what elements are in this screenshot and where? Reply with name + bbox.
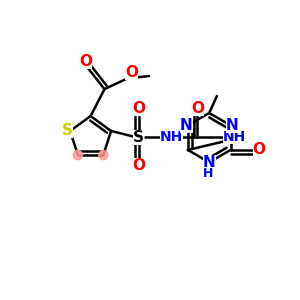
Text: NH: NH <box>223 130 246 144</box>
Text: O: O <box>132 101 145 116</box>
Text: NH: NH <box>160 130 183 144</box>
Circle shape <box>73 151 83 160</box>
Text: O: O <box>253 142 266 158</box>
Text: O: O <box>191 101 204 116</box>
Text: O: O <box>132 158 145 173</box>
Text: S: S <box>61 124 73 139</box>
Text: N: N <box>226 118 238 133</box>
Text: H: H <box>202 167 213 180</box>
Circle shape <box>99 151 108 160</box>
Text: O: O <box>125 65 138 80</box>
Text: S: S <box>133 130 144 145</box>
Text: N: N <box>180 118 193 133</box>
Text: O: O <box>80 54 92 69</box>
Text: N: N <box>203 155 216 170</box>
